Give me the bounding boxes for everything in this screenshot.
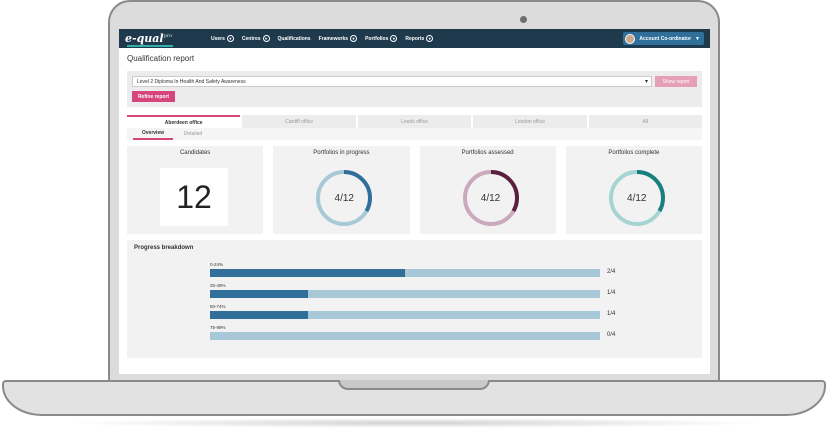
breakdown-bar-track bbox=[210, 290, 600, 298]
menu-item-frameworks[interactable]: Frameworks ▾ bbox=[318, 35, 358, 42]
laptop-notch bbox=[338, 380, 490, 390]
card-title: Portfolios assessed bbox=[461, 150, 514, 156]
main-menu: Users ▾ Centres ▾ Qualifications Framewo… bbox=[211, 35, 434, 42]
breakdown-bar-fill bbox=[210, 311, 308, 319]
card-title: Portfolios complete bbox=[608, 150, 660, 156]
chevron-down-icon: ▾ bbox=[390, 35, 398, 42]
tab-detailed[interactable]: Detailed bbox=[183, 131, 203, 137]
menu-item-centres[interactable]: Centres ▾ bbox=[242, 35, 270, 42]
main-content: Qualification report Level 2 Diploma In … bbox=[119, 54, 710, 358]
breakdown-bar-track bbox=[210, 311, 600, 319]
breakdown-title: Progress breakdown bbox=[134, 245, 194, 251]
breakdown-row-label: 50-74% bbox=[210, 304, 226, 309]
assessed-ring bbox=[462, 170, 519, 226]
candidates-card: Candidates 12 bbox=[127, 146, 264, 234]
tab-aberdeen-office[interactable]: Aberdeen office bbox=[127, 115, 241, 128]
menu-item-label: Centres bbox=[241, 35, 261, 42]
breakdown-row-count: 1/4 bbox=[607, 290, 616, 296]
chevron-down-icon: ▾ bbox=[426, 35, 434, 42]
menu-item-label: Users bbox=[211, 35, 225, 42]
top-nav: e-qualpro Users ▾ Centres ▾ Qualificatio… bbox=[119, 29, 710, 48]
chevron-down-icon: ▾ bbox=[350, 35, 358, 42]
tab-london-office[interactable]: London office bbox=[473, 115, 587, 128]
menu-item-users[interactable]: Users ▾ bbox=[211, 35, 234, 42]
menu-item-reports[interactable]: Reports ▾ bbox=[405, 35, 434, 42]
breakdown-bar-fill bbox=[210, 290, 308, 298]
show-report-button[interactable]: Show report bbox=[655, 76, 697, 87]
breakdown-row-count: 2/4 bbox=[607, 269, 616, 275]
breakdown-bar-fill bbox=[210, 269, 405, 277]
filter-panel: Level 2 Diploma In Health And Safety Awa… bbox=[127, 71, 702, 107]
breakdown-row: 0-24% 2/4 bbox=[210, 262, 615, 277]
card-title: Candidates bbox=[179, 150, 211, 156]
logo[interactable]: e-qualpro bbox=[125, 32, 205, 47]
qualification-select[interactable]: Level 2 Diploma In Health And Safety Awa… bbox=[132, 76, 652, 87]
menu-item-label: Reports bbox=[405, 35, 425, 42]
assessed-value: 4/12 bbox=[480, 192, 501, 204]
tab-cardiff-office[interactable]: Cardiff office bbox=[242, 115, 356, 128]
portfolios-assessed-card: Portfolios assessed 4/12 bbox=[419, 146, 556, 234]
menu-item-label: Frameworks bbox=[318, 35, 349, 42]
tab-overview[interactable]: Overview bbox=[133, 128, 173, 140]
office-tabs: Aberdeen office Cardiff office Leeds off… bbox=[127, 115, 703, 128]
logo-underline bbox=[127, 45, 173, 47]
breakdown-bar-track bbox=[210, 332, 600, 340]
caret-down-icon: ▼ bbox=[695, 35, 700, 42]
in-progress-value: 4/12 bbox=[334, 192, 354, 204]
breakdown-row: 50-74% 1/4 bbox=[210, 304, 615, 319]
candidates-count: 12 bbox=[160, 168, 228, 226]
menu-item-portfolios[interactable]: Portfolios ▾ bbox=[365, 35, 398, 42]
breakdown-row-label: 0-24% bbox=[210, 262, 224, 267]
breakdown-row-count: 0/4 bbox=[607, 332, 616, 338]
ring-progress-arc bbox=[608, 170, 665, 226]
ring-progress-arc bbox=[462, 170, 519, 226]
complete-value: 4/12 bbox=[627, 192, 647, 204]
chevron-down-icon: ▾ bbox=[262, 35, 270, 42]
account-label: Account Co-ordinator bbox=[639, 35, 692, 42]
portfolios-complete-card: Portfolios complete 4/12 bbox=[565, 146, 702, 234]
menu-item-label: Qualifications bbox=[277, 35, 311, 42]
avatar bbox=[625, 33, 636, 44]
breakdown-row-label: 25-49% bbox=[210, 283, 226, 288]
breakdown-row-label: 75-99% bbox=[210, 325, 226, 330]
portfolios-in-progress-card: Portfolios in progress 4/12 bbox=[273, 146, 410, 234]
page-title: Qualification report bbox=[127, 54, 195, 63]
tab-all-offices[interactable]: All bbox=[588, 115, 703, 128]
webcam-dot bbox=[520, 16, 527, 23]
in-progress-ring bbox=[316, 170, 373, 226]
breakdown-bar-track bbox=[210, 269, 600, 277]
breakdown-row: 75-99% 0/4 bbox=[210, 325, 615, 340]
summary-cards: Candidates 12 Portfolios in progress 4/1… bbox=[127, 146, 702, 234]
breakdown-row-count: 1/4 bbox=[607, 311, 616, 317]
ring-progress-arc bbox=[316, 170, 373, 226]
breakdown-row: 25-49% 1/4 bbox=[210, 283, 615, 298]
app-screen: e-qualpro Users ▾ Centres ▾ Qualificatio… bbox=[119, 29, 710, 374]
complete-ring bbox=[608, 170, 665, 226]
qualification-select-value: Level 2 Diploma In Health And Safety Awa… bbox=[137, 78, 246, 85]
view-tabs: Overview Detailed bbox=[127, 128, 702, 140]
chevron-down-icon: ▾ bbox=[226, 35, 234, 42]
refine-report-button[interactable]: Refine report bbox=[132, 91, 175, 102]
logo-text: e-qual bbox=[125, 32, 164, 45]
chevron-down-icon: ▾ bbox=[644, 79, 648, 85]
progress-breakdown-panel: Progress breakdown 0-24% 2/4 25-49% 1/4 … bbox=[127, 240, 702, 358]
menu-item-label: Portfolios bbox=[365, 35, 389, 42]
logo-pro-mark: pro bbox=[163, 33, 173, 39]
tab-leeds-office[interactable]: Leeds office bbox=[357, 115, 472, 128]
laptop-shadow bbox=[60, 418, 768, 428]
account-menu-button[interactable]: Account Co-ordinator ▼ bbox=[623, 32, 704, 45]
menu-item-qualifications[interactable]: Qualifications bbox=[278, 35, 311, 42]
card-title: Portfolios in progress bbox=[313, 150, 370, 156]
